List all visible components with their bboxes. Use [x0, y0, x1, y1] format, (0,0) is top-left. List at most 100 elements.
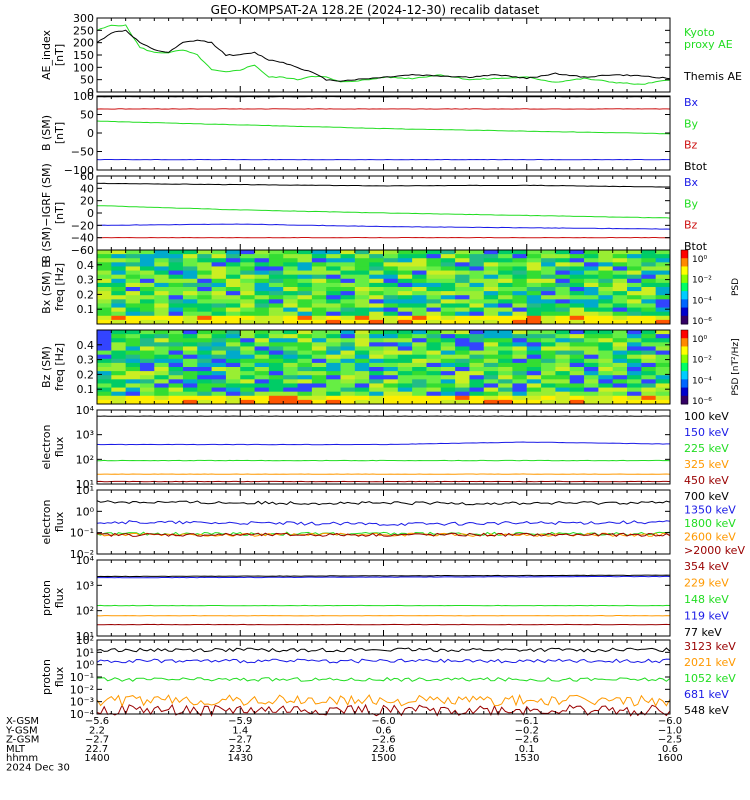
heatmap-cell [541, 379, 556, 384]
heatmap-cell [397, 307, 413, 313]
heatmap-cell [354, 262, 370, 267]
heatmap-cell [526, 338, 542, 343]
heatmap-cell [569, 291, 585, 296]
y-axis-label: freq [Hz] [53, 263, 66, 311]
x-axis-row-label: Z-GSM [6, 735, 39, 746]
heatmap-cell [584, 346, 599, 352]
heatmap-cell [268, 395, 284, 401]
heatmap-cell [397, 319, 413, 325]
heatmap-cell [641, 387, 657, 393]
heatmap-cell [154, 395, 170, 401]
heatmap-cell [168, 258, 184, 263]
heatmap-cell [168, 307, 184, 313]
heatmap-cell [483, 371, 499, 376]
heatmap-cell [483, 295, 499, 300]
heatmap-cell [612, 391, 628, 397]
heatmap-cell [139, 262, 155, 267]
legend-entry: 148 keV [684, 593, 729, 606]
heatmap-cell [440, 319, 456, 325]
heatmap-cell [326, 387, 342, 393]
y-tick-label: 10² [76, 453, 94, 466]
heatmap-cell [569, 354, 585, 360]
heatmap-cell [397, 315, 413, 321]
heatmap-cell [311, 395, 327, 401]
heatmap-cell [240, 371, 256, 376]
heatmap-cell [655, 250, 671, 255]
heatmap-cell [612, 338, 628, 343]
series-line-kyoto-proxy-ae [96, 24, 671, 85]
series-line-700-kev [96, 500, 671, 506]
heatmap-cell [555, 303, 571, 309]
heatmap-cell [383, 342, 399, 347]
heatmap-cell [412, 262, 427, 267]
heatmap-cell [426, 319, 442, 325]
heatmap-cell [541, 354, 556, 360]
heatmap-cell [97, 387, 112, 393]
heatmap-cell [139, 358, 155, 364]
heatmap-cell [297, 371, 313, 376]
heatmap-cell [326, 350, 342, 356]
heatmap-cell [354, 350, 370, 356]
heatmap-cell [111, 291, 127, 296]
heatmap-cell [154, 383, 170, 389]
x-tick-label: −5.6 [85, 716, 109, 727]
heatmap-cell [397, 338, 413, 343]
heatmap-cell [440, 395, 456, 401]
heatmap-cell [483, 266, 499, 272]
heatmap-cell [154, 367, 170, 372]
heatmap-cell [512, 395, 528, 401]
heatmap-cell [154, 311, 170, 317]
heatmap-cell [182, 330, 198, 335]
heatmap-cell [455, 274, 470, 280]
heatmap-cell [111, 391, 127, 397]
heatmap-cell [225, 295, 241, 300]
heatmap-cell [598, 266, 614, 272]
heatmap-cell [254, 315, 270, 321]
heatmap-cell [569, 395, 585, 401]
heatmap-cell [383, 346, 399, 352]
heatmap-cell [111, 287, 127, 292]
heatmap-cell [655, 262, 671, 267]
heatmap-cell [440, 299, 456, 304]
heatmap-cell [340, 338, 356, 343]
heatmap-cell [168, 350, 184, 356]
heatmap-cell [197, 362, 213, 368]
heatmap-cell [182, 334, 198, 339]
legend-entry: 1052 keV [684, 672, 736, 685]
heatmap-cell [369, 262, 384, 267]
heatmap-cell [326, 282, 342, 288]
heatmap-cell [254, 391, 270, 397]
heatmap-cell [555, 319, 571, 325]
heatmap-cell [254, 250, 270, 255]
heatmap-cell [584, 307, 599, 313]
heatmap-cell [383, 338, 399, 343]
heatmap-cell [498, 287, 513, 292]
heatmap-cell [125, 254, 141, 259]
heatmap-cell [182, 274, 198, 280]
heatmap-cell [111, 330, 127, 335]
heatmap-cell [498, 338, 513, 343]
heatmap-cell [440, 307, 456, 313]
heatmap-cell [111, 387, 127, 393]
heatmap-cell [154, 303, 170, 309]
heatmap-cell [584, 258, 599, 263]
heatmap-cell [412, 278, 427, 284]
heatmap-cell [139, 295, 155, 300]
heatmap-cell [426, 254, 442, 259]
heatmap-cell [154, 375, 170, 380]
heatmap-cell [225, 346, 241, 352]
heatmap-cell [340, 358, 356, 364]
heatmap-cell [168, 287, 184, 292]
heatmap-cell [97, 367, 112, 372]
heatmap-cell [369, 278, 384, 284]
heatmap-cell [211, 391, 227, 397]
heatmap-cell [268, 346, 284, 352]
heatmap-cell [397, 303, 413, 309]
heatmap-cell [455, 342, 470, 347]
heatmap-cell [326, 399, 342, 405]
heatmap-cell [397, 358, 413, 364]
heatmap-cell [612, 303, 628, 309]
heatmap-cell [569, 334, 585, 339]
heatmap-cell [555, 354, 571, 360]
heatmap-cell [383, 387, 399, 393]
